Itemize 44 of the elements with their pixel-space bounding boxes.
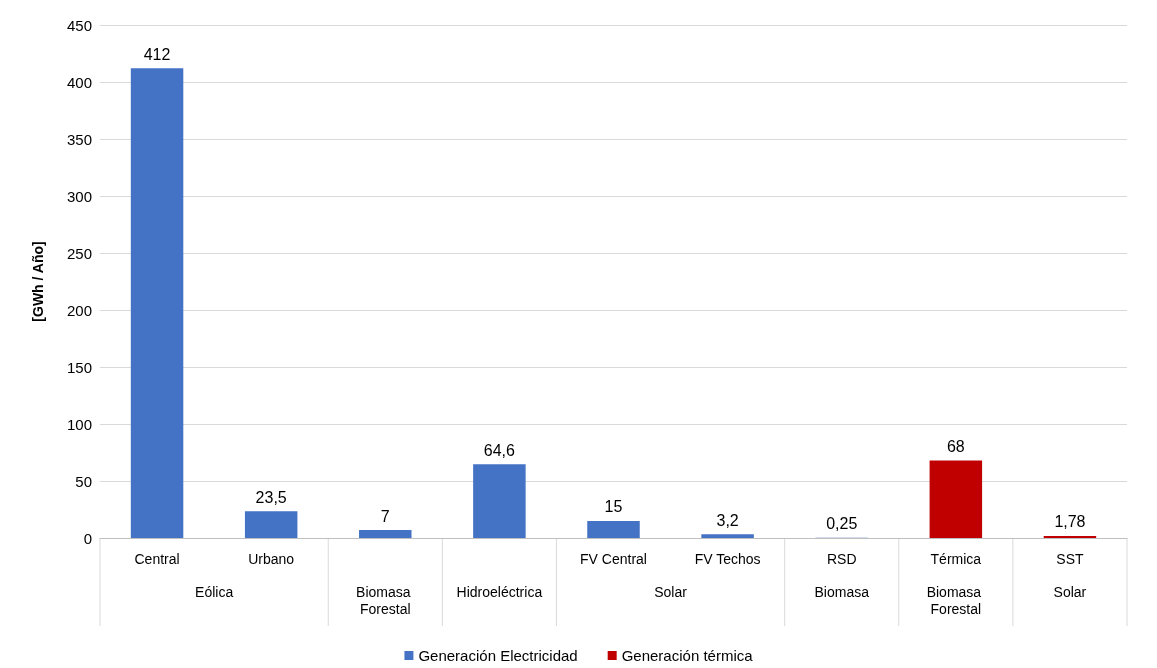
- bar: [587, 520, 640, 538]
- text: Solar: [1053, 583, 1087, 600]
- data-label: 64,6: [483, 441, 516, 459]
- x-tick-label: Térmica: [930, 551, 982, 567]
- x-tick-label: RSD: [826, 551, 857, 567]
- data-label: 3,2: [716, 511, 739, 529]
- y-tick-label: 300: [66, 187, 92, 205]
- bar: [1043, 535, 1097, 538]
- data-label: 7: [380, 507, 390, 525]
- bar: [929, 460, 983, 538]
- legend-label: Generación térmica: [621, 647, 754, 664]
- y-tick-label: 0: [83, 529, 92, 547]
- data-label: 68: [946, 437, 965, 455]
- text: Eólica: [195, 583, 234, 600]
- y-tick-label: 450: [66, 16, 92, 34]
- y-tick-label: 350: [66, 130, 92, 148]
- y-tick-label: 100: [66, 415, 92, 433]
- y-tick-label: 150: [66, 358, 92, 376]
- x-tick-label: Urbano: [248, 551, 295, 567]
- text: Biomasa Forestal: [926, 583, 986, 617]
- y-tick-label: 200: [66, 301, 92, 319]
- bar: [473, 464, 526, 538]
- data-label: 0,25: [826, 515, 858, 533]
- y-tick-label: 400: [66, 73, 92, 91]
- x-tick-label: SST: [1056, 551, 1084, 567]
- data-label: 15: [604, 498, 623, 516]
- text: Hidroeléctrica: [456, 583, 543, 600]
- data-label: 1,78: [1054, 513, 1086, 531]
- data-label: 23,5: [255, 488, 287, 506]
- y-axis-title: [GWh / Año]: [30, 241, 46, 322]
- data-label: 412: [143, 45, 171, 63]
- x-tick-label: Central: [134, 551, 180, 567]
- bar: [359, 530, 412, 538]
- y-tick-label: 50: [75, 472, 92, 490]
- text: Biomasa: [814, 583, 870, 600]
- bar: [130, 68, 184, 538]
- bar: [244, 511, 298, 538]
- y-tick-label: 250: [66, 244, 92, 262]
- text: Biomasa Forestal: [356, 583, 415, 617]
- legend-label: Generación Electricidad: [418, 647, 578, 664]
- x-tick-label: FV Techos: [694, 551, 761, 567]
- x-tick-label: FV Central: [580, 551, 647, 567]
- bar: [701, 534, 754, 538]
- text: Solar: [654, 583, 688, 600]
